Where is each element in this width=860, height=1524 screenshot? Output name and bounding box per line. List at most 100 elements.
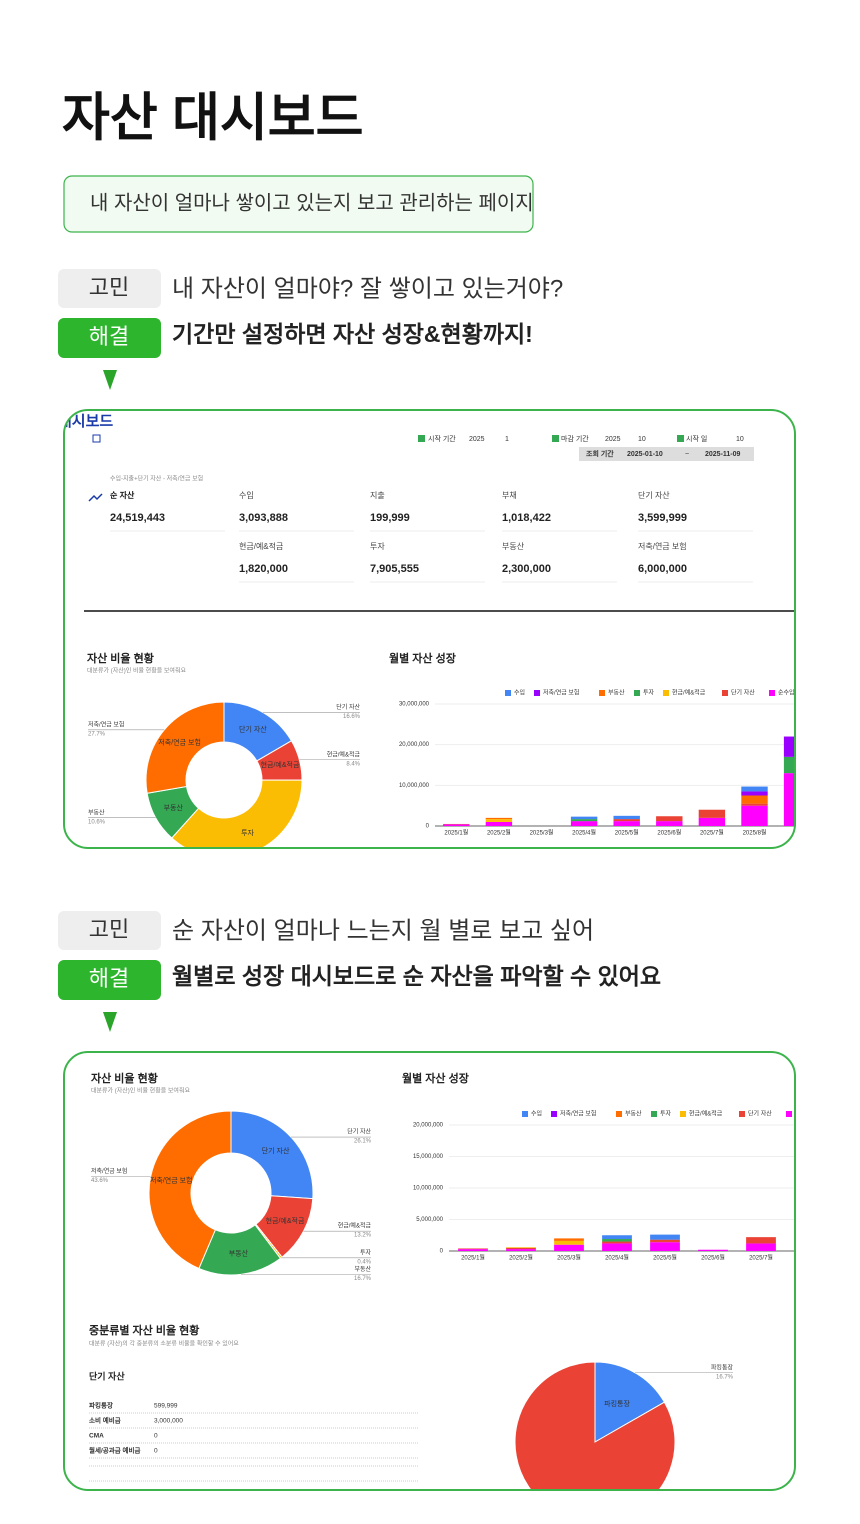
legend-swatch: [599, 690, 605, 696]
legend-swatch: [651, 1111, 657, 1117]
subtitle-box: [63, 175, 534, 233]
chart-title: 자산 비율 현황: [91, 1071, 158, 1085]
metric-value: 1,820,000: [239, 563, 288, 575]
row-label: 파킹통장: [89, 1401, 113, 1410]
bar-segment: [613, 815, 640, 820]
slice-label: 단기 자산: [239, 725, 267, 734]
chart-title: 자산 비율 현황: [87, 651, 154, 665]
metric-value: 3,599,999: [638, 512, 687, 524]
legend-swatch: [522, 1111, 528, 1117]
metric-label: 수입: [239, 491, 254, 500]
solution-text: 기간만 설정하면 자산 성장&현황까지!: [172, 321, 533, 347]
bar-segment: [570, 816, 598, 820]
metric-label: 순 자산: [110, 490, 135, 500]
x-tick-label: 2025/3월: [557, 1254, 581, 1262]
row-value: 0: [154, 1448, 158, 1455]
outer-label: 현금/예&적금: [338, 1222, 372, 1230]
screenshot-content: 중분류별 자산 비율 현황 대분류 (자산)의 각 중분류의 소분류 비율을 확…: [64, 1052, 812, 1490]
bar-segment: [698, 817, 726, 826]
bar-segment: [570, 819, 598, 822]
row-value: 599,999: [154, 1403, 178, 1410]
y-tick-label: 20,000,000: [413, 1123, 444, 1129]
problem-text: 순 자산이 얼마나 느는지 월 별로 보고 싶어: [172, 917, 594, 944]
chart-title: 월별 자산 성장: [389, 651, 456, 665]
outer-value: 16.7%: [716, 1374, 734, 1380]
legend-swatch: [680, 1111, 686, 1117]
x-tick-label: 2025/8월: [743, 829, 767, 837]
bar-segment: [783, 773, 795, 826]
screenshot-frame: [63, 1051, 796, 1491]
bar-segment: [554, 1244, 584, 1251]
range-box: [579, 447, 754, 461]
bar-segment: [458, 1248, 488, 1250]
bar-segment: [485, 819, 513, 822]
bar-segment: [746, 1237, 776, 1244]
legend-swatch: [786, 1111, 792, 1117]
bar-segment: [602, 1243, 632, 1251]
legend-label: 단기 자산: [731, 689, 755, 697]
chart-subtitle: 대분류가 (자산)인 비율 현황을 보여줘요: [87, 667, 186, 675]
legend-swatch: [634, 690, 640, 696]
legend-swatch: [739, 1111, 745, 1117]
metric-label: 단기 자산: [638, 490, 670, 500]
chart-title: 월별 자산 성장: [402, 1071, 469, 1085]
arrow-down: [103, 1012, 117, 1032]
legend-swatch: [769, 690, 775, 696]
solution-tag: 해결: [89, 966, 129, 991]
outer-label: 부동산: [88, 808, 105, 816]
bar-segment: [613, 819, 640, 822]
checkbox: [677, 435, 684, 442]
legend-label: 단기 자산: [748, 1110, 772, 1118]
x-tick-label: 2025/5월: [653, 1254, 677, 1262]
slice-label: 파킹통장: [604, 1399, 630, 1408]
bar-segment: [656, 816, 683, 822]
legend-label: 순수입: [795, 1110, 812, 1118]
bar-segment: [783, 736, 795, 757]
x-tick-label: 2025/1월: [461, 1254, 485, 1262]
x-tick-label: 2025/7월: [749, 1254, 773, 1262]
bar-segment: [741, 803, 768, 806]
bar-segment: [741, 786, 768, 792]
range-end: 2025-11-09: [705, 451, 741, 458]
problem-tag-bg: [58, 269, 161, 308]
bar-segment: [650, 1234, 680, 1240]
bar-segment: [650, 1239, 680, 1243]
sections: 고민 내 자산이 얼마야? 잘 쌓이고 있는거야? 해결 기간만 설정하면 자산 성장…: [58, 269, 661, 1032]
slice-label: 투자: [241, 828, 254, 837]
legend-swatch: [534, 690, 540, 696]
bar-segment: [443, 824, 470, 826]
bar-segment: [506, 1247, 536, 1250]
filter-value: 2025: [469, 436, 485, 443]
bar-segment: [506, 1247, 536, 1248]
row-value: 0: [154, 1433, 158, 1440]
legend-label: 부동산: [625, 1110, 642, 1118]
legend-label: 현금/예&적금: [689, 1110, 723, 1118]
legend-label: 수입: [514, 689, 525, 697]
outer-value: 10.6%: [88, 819, 106, 825]
problem-tag: 고민: [89, 275, 129, 300]
x-tick-label: 2025/2월: [509, 1254, 533, 1262]
x-tick-label: 2025/2월: [487, 829, 511, 837]
metric-value: 24,519,443: [110, 512, 165, 524]
y-tick-label: 5,000,000: [416, 1217, 443, 1223]
filter-label: 마감 기간: [561, 434, 589, 443]
legend-label: 투자: [660, 1110, 672, 1118]
formula-note: 수입-지출+단기 자산 - 저축/연금 보험: [110, 475, 203, 483]
outer-value: 16.7%: [354, 1276, 372, 1282]
row-label: 소비 예비금: [89, 1416, 121, 1425]
x-tick-label: 2025/7월: [700, 829, 724, 837]
section-title: 중분류별 자산 비율 현황: [89, 1323, 199, 1337]
checkbox: [418, 435, 425, 442]
outer-label: 부동산: [354, 1265, 371, 1273]
x-tick-label: 2025/4월: [605, 1254, 629, 1262]
screenshot-2: 중분류별 자산 비율 현황 대분류 (자산)의 각 중분류의 소분류 비율을 확…: [63, 1051, 812, 1491]
bar-segment: [458, 1249, 488, 1251]
outer-label: 저축/연금 보험: [88, 720, 124, 728]
screenshot-content: 대시보드 시작 기간 2025 1 마감 기간 2025 10 시작 일 10 …: [64, 410, 795, 848]
section-subtitle: 대분류 (자산)의 각 중분류의 소분류 비율을 확인할 수 있어요: [89, 1340, 239, 1348]
bar-segment: [570, 821, 598, 826]
metric-value: 3,093,888: [239, 512, 288, 524]
solution-tag-bg: [58, 318, 161, 358]
legend-swatch: [505, 690, 511, 696]
range-label: 조회 기간: [586, 449, 614, 458]
